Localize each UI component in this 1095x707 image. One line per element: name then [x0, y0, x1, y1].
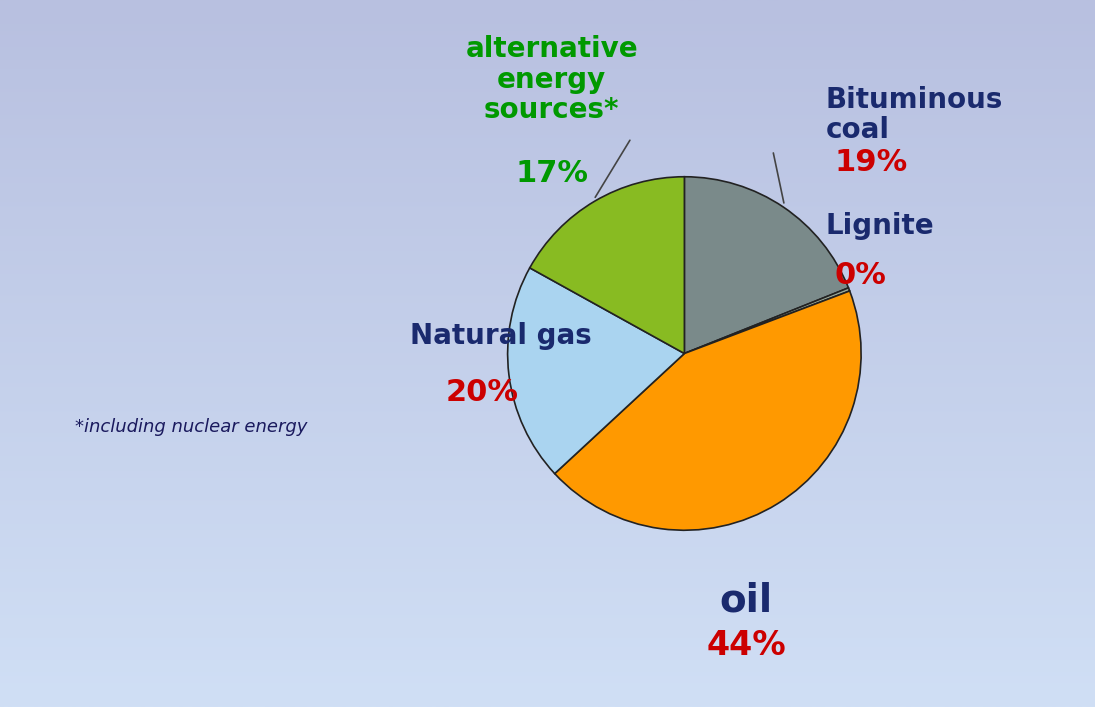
- Text: 44%: 44%: [706, 629, 786, 662]
- Text: 0%: 0%: [834, 261, 887, 291]
- Text: alternative
energy
sources*: alternative energy sources*: [465, 35, 638, 124]
- Wedge shape: [530, 177, 684, 354]
- Text: oil: oil: [719, 582, 773, 620]
- Text: *including nuclear energy: *including nuclear energy: [74, 418, 308, 436]
- Text: 20%: 20%: [446, 378, 519, 407]
- Text: Lignite: Lignite: [826, 212, 934, 240]
- Wedge shape: [684, 177, 849, 354]
- Wedge shape: [684, 288, 850, 354]
- Text: 17%: 17%: [516, 158, 588, 188]
- Wedge shape: [555, 291, 861, 530]
- Text: Natural gas: Natural gas: [411, 322, 592, 350]
- Text: Bituminous
coal: Bituminous coal: [826, 86, 1003, 144]
- Wedge shape: [508, 268, 684, 474]
- Text: 19%: 19%: [834, 148, 908, 177]
